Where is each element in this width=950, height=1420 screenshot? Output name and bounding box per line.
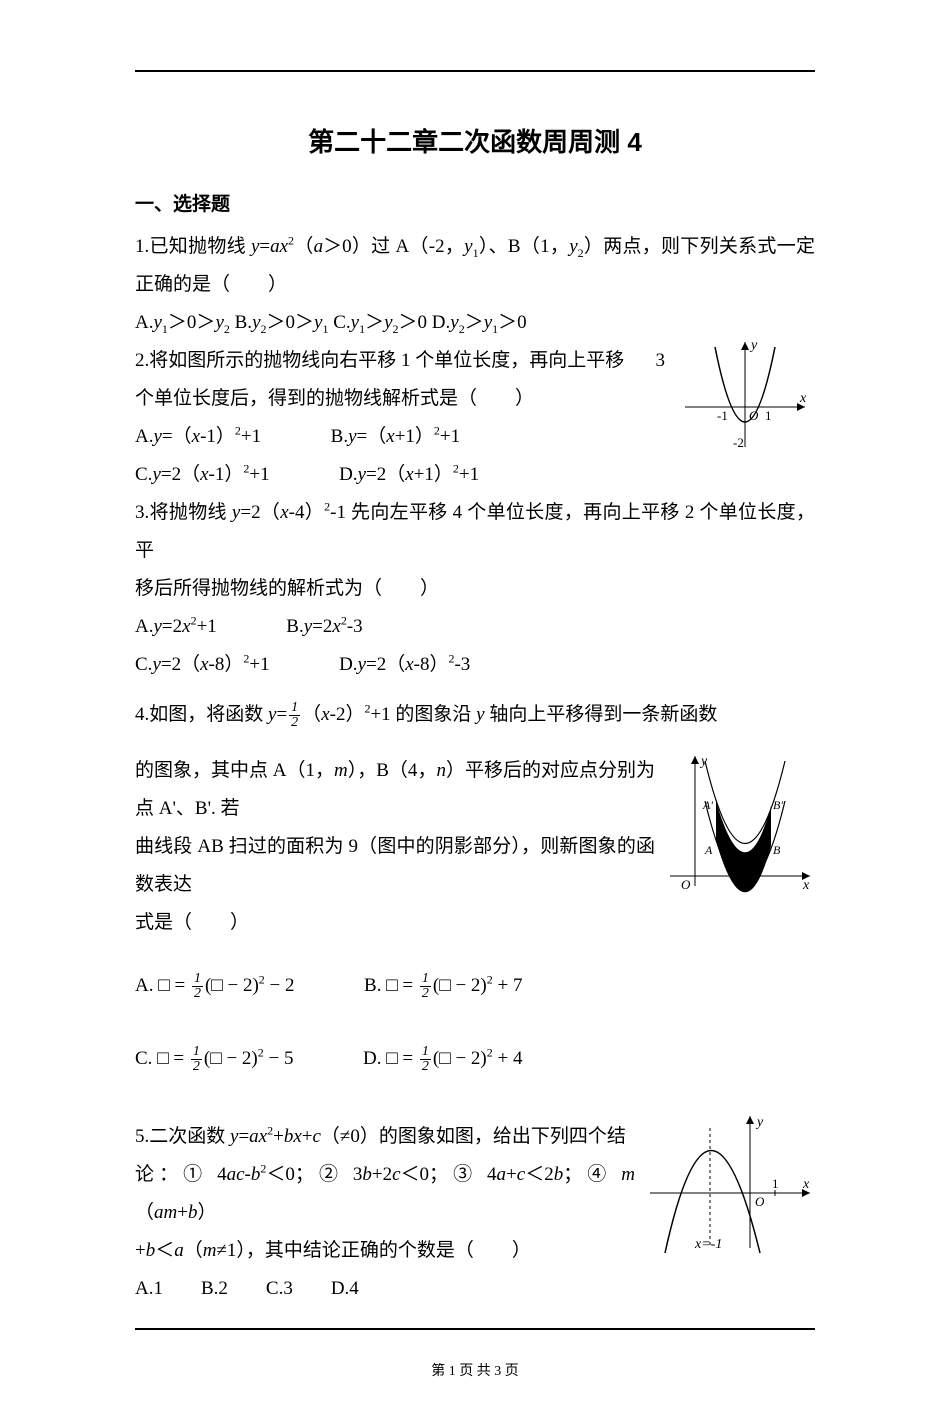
q4-options-cd: C. □ = 12(□ − 2)2 − 5 D. □ = 12(□ − 2)2 … bbox=[135, 1040, 815, 1078]
q4-options-ab: A. □ = 12(□ − 2)2 − 2 B. □ = 12(□ − 2)2 … bbox=[135, 967, 815, 1005]
svg-text:O: O bbox=[749, 408, 759, 423]
svg-text:x=-1: x=-1 bbox=[694, 1237, 722, 1252]
svg-text:y: y bbox=[755, 1115, 764, 1130]
q3-options-ab: A.y=2x2+1 B.y=2x2-3 bbox=[135, 608, 815, 646]
svg-text:-1: -1 bbox=[717, 408, 728, 423]
q3-line2: 移后所得抛物线的解析式为（ ） bbox=[135, 570, 815, 608]
section-heading: 一、选择题 bbox=[135, 189, 815, 216]
question-5: x y O 1 x=-1 5.二次函数 y=ax2+bx+c（≠0）的图象如图，… bbox=[135, 1118, 815, 1308]
shifted-parabola-icon: x y O A B A' B' bbox=[665, 751, 815, 896]
page-title: 第二十二章二次函数周周测 4 bbox=[135, 122, 815, 159]
q1-text: 1.已知抛物线 bbox=[135, 236, 251, 257]
question-1: 1.已知抛物线 y=ax2（a＞0）过 A（-2，y1）、B（1，y2）两点，则… bbox=[135, 228, 815, 342]
svg-text:B': B' bbox=[773, 798, 783, 812]
svg-text:x: x bbox=[799, 391, 807, 406]
svg-text:O: O bbox=[755, 1194, 765, 1209]
svg-text:x: x bbox=[802, 878, 810, 893]
svg-text:A: A bbox=[704, 843, 713, 857]
q4-line4: 式是（ ） bbox=[135, 904, 815, 942]
q1-stem: 1.已知抛物线 y=ax2（a＞0）过 A（-2，y1）、B（1，y2）两点，则… bbox=[135, 228, 815, 304]
svg-text:B: B bbox=[773, 843, 781, 857]
svg-text:1: 1 bbox=[772, 1176, 779, 1191]
q4-line1: 4.如图，将函数 y=12（x-2）2+1 的图象沿 y 轴向上平移得到一条新函… bbox=[135, 696, 815, 734]
svg-text:O: O bbox=[681, 877, 691, 892]
question-3: 3.将抛物线 y=2（x-4）2-1 先向左平移 4 个单位长度，再向上平移 2… bbox=[135, 494, 815, 684]
svg-text:-2: -2 bbox=[733, 435, 744, 450]
top-rule bbox=[135, 70, 815, 72]
parabola-graph-icon: x y O -1 1 -2 bbox=[675, 337, 815, 457]
svg-text:y: y bbox=[699, 754, 708, 769]
page-footer: 第 1 页 共 3 页 bbox=[135, 1360, 815, 1380]
question-4: 4.如图，将函数 y=12（x-2）2+1 的图象沿 y 轴向上平移得到一条新函… bbox=[135, 696, 815, 1078]
question-2: x y O -1 1 -2 2.将如图所示的抛物线向右平移 1 个单位长度，再向… bbox=[135, 342, 815, 494]
q3-line1: 3.将抛物线 y=2（x-4）2-1 先向左平移 4 个单位长度，再向上平移 2… bbox=[135, 494, 815, 570]
q2-options-cd: C.y=2（x-1）2+1 D.y=2（x+1）2+1 bbox=[135, 456, 815, 494]
svg-text:A': A' bbox=[702, 798, 713, 812]
svg-text:y: y bbox=[749, 338, 758, 353]
svg-text:x: x bbox=[802, 1177, 810, 1192]
downward-parabola-icon: x y O 1 x=-1 bbox=[645, 1108, 815, 1258]
bottom-rule bbox=[135, 1328, 815, 1330]
svg-text:1: 1 bbox=[765, 408, 772, 423]
q5-options: A.1 B.2 C.3 D.4 bbox=[135, 1270, 815, 1308]
q4-figure: x y O A B A' B' bbox=[665, 751, 815, 896]
q2-figure: x y O -1 1 -2 bbox=[675, 337, 815, 457]
q5-figure: x y O 1 x=-1 bbox=[645, 1108, 815, 1258]
q3-options-cd: C.y=2（x-8）2+1 D.y=2（x-8）2-3 bbox=[135, 646, 815, 684]
